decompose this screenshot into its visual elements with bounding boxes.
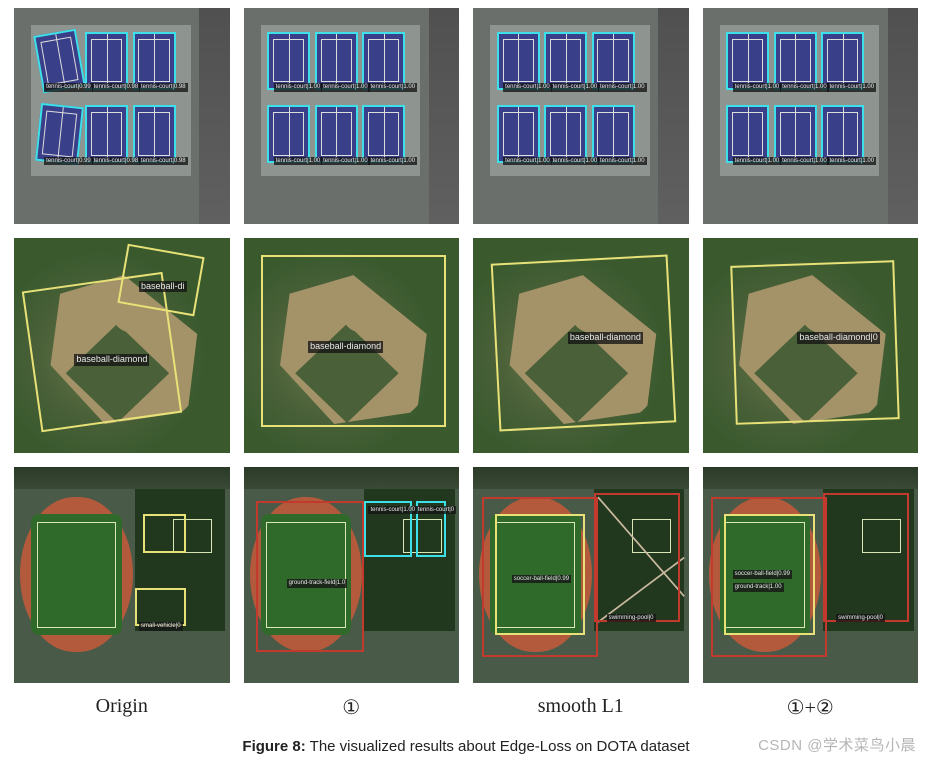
- tennis-cell-3: tennis-court|1.00tennis-court|1.00tennis…: [703, 8, 919, 224]
- tennis-court-box: [85, 32, 128, 90]
- col-label-1plus2: ①+②: [703, 695, 919, 720]
- track-cell-2: soccer-ball-field|0.99 swimming-pool|0: [473, 467, 689, 683]
- baseball-cell-0: baseball-diamond baseball-di: [14, 238, 230, 454]
- detection-label: tennis-court|1.00: [368, 506, 417, 515]
- detection-label: tennis-court|1.00: [321, 157, 370, 166]
- detection-label: baseball-diamond: [308, 341, 383, 353]
- detection-label: tennis-court|1.00: [368, 157, 417, 166]
- tennis-cell-0: tennis-court|0.99tennis-court|0.98tennis…: [14, 8, 230, 224]
- tennis-court-box: [774, 32, 817, 90]
- tennis-court-box: [362, 32, 405, 90]
- detection-label: tennis-court|0.98: [92, 157, 141, 166]
- detection-label: baseball-diamond: [568, 332, 643, 344]
- col-label-origin: Origin: [14, 695, 230, 720]
- tennis-court-box: [85, 105, 128, 163]
- tennis-court-box: [267, 32, 310, 90]
- col-label-1: ①: [244, 695, 460, 720]
- tennis-court-box: [133, 105, 176, 163]
- caption-label: Figure 8:: [242, 738, 305, 755]
- tennis-court-box: [497, 105, 540, 163]
- detection-label: soccer-ball-field|0.99: [512, 575, 571, 584]
- tennis-court-box: [267, 105, 310, 163]
- detection-label: tennis-court|0.99: [44, 83, 93, 92]
- caption-text: The visualized results about Edge-Loss o…: [310, 738, 690, 755]
- track-cell-3: soccer-ball-field|0.99 ground-track|1.00 s…: [703, 467, 919, 683]
- tennis-court-box: [821, 32, 864, 90]
- track-cell-0: small-vehicle|0: [14, 467, 230, 683]
- tennis-cell-2: tennis-court|1.00tennis-court|1.00tennis…: [473, 8, 689, 224]
- detection-label: tennis-court|0.98: [139, 157, 188, 166]
- tennis-court-box: [592, 105, 635, 163]
- detection-label: tennis-court|1.00: [780, 83, 829, 92]
- detection-label: tennis-court|1.00: [551, 157, 600, 166]
- detection-label: tennis-court|1.00: [503, 157, 552, 166]
- baseball-cell-3: baseball-diamond|0: [703, 238, 919, 454]
- tennis-court-box: [821, 105, 864, 163]
- detection-label: tennis-court|1.00: [598, 83, 647, 92]
- detection-label: tennis-court|1.00: [503, 83, 552, 92]
- detection-box: [823, 493, 909, 622]
- detection-label: tennis-court|1.00: [780, 157, 829, 166]
- tennis-court-box: [315, 105, 358, 163]
- detection-label: tennis-court|0: [416, 506, 456, 515]
- detection-label: tennis-court|1.00: [274, 157, 323, 166]
- detection-label: small-vehicle|0: [139, 622, 183, 631]
- detection-label: tennis-court|1.00: [274, 83, 323, 92]
- column-labels-row: Origin ① smooth L1 ①+②: [14, 695, 918, 720]
- detection-label: tennis-court|0.99: [44, 157, 93, 166]
- detection-label: swimming-pool|0: [836, 614, 885, 623]
- detection-label: baseball-diamond: [74, 354, 149, 366]
- watermark: CSDN @学术菜鸟小晨: [758, 734, 916, 755]
- detection-label: baseball-diamond|0: [797, 332, 879, 344]
- detection-label: tennis-court|1.00: [368, 83, 417, 92]
- detection-label: tennis-court|1.00: [733, 83, 782, 92]
- tennis-court-box: [315, 32, 358, 90]
- detection-label: tennis-court|1.00: [827, 157, 876, 166]
- detection-box: [135, 588, 187, 627]
- detection-label: tennis-court|1.00: [551, 83, 600, 92]
- tennis-court-box: [544, 105, 587, 163]
- tennis-cell-1: tennis-court|1.00tennis-court|1.00tennis…: [244, 8, 460, 224]
- tennis-court-box: [726, 105, 769, 163]
- tennis-court-box: [133, 32, 176, 90]
- baseball-cell-2: baseball-diamond: [473, 238, 689, 454]
- detection-label: baseball-di: [139, 281, 187, 293]
- tennis-court-box: [497, 32, 540, 90]
- tennis-court-box: [592, 32, 635, 90]
- detection-label: swimming-pool|0: [607, 614, 656, 623]
- detection-box: [594, 493, 680, 622]
- detection-box: [143, 514, 186, 553]
- detection-label: ground-track|1.00: [733, 583, 784, 592]
- col-label-smoothl1: smooth L1: [473, 695, 689, 720]
- tennis-court-box: [544, 32, 587, 90]
- detection-box: [256, 501, 364, 652]
- detection-label: tennis-court|1.00: [733, 157, 782, 166]
- tennis-court-box: [362, 105, 405, 163]
- tennis-court-box: [774, 105, 817, 163]
- detection-label: ground-track-field|1.0: [287, 579, 348, 588]
- detection-label: tennis-court|1.00: [827, 83, 876, 92]
- detection-label: tennis-court|1.00: [598, 157, 647, 166]
- detection-label: soccer-ball-field|0.99: [733, 570, 792, 579]
- detection-label: tennis-court|1.00: [321, 83, 370, 92]
- track-cell-1: tennis-court|1.00tennis-court|0 ground-tr…: [244, 467, 460, 683]
- detection-label: tennis-court|0.98: [139, 83, 188, 92]
- figure-grid: tennis-court|0.99tennis-court|0.98tennis…: [14, 8, 918, 683]
- detection-label: tennis-court|0.98: [92, 83, 141, 92]
- baseball-cell-1: baseball-diamond: [244, 238, 460, 454]
- tennis-court-box: [726, 32, 769, 90]
